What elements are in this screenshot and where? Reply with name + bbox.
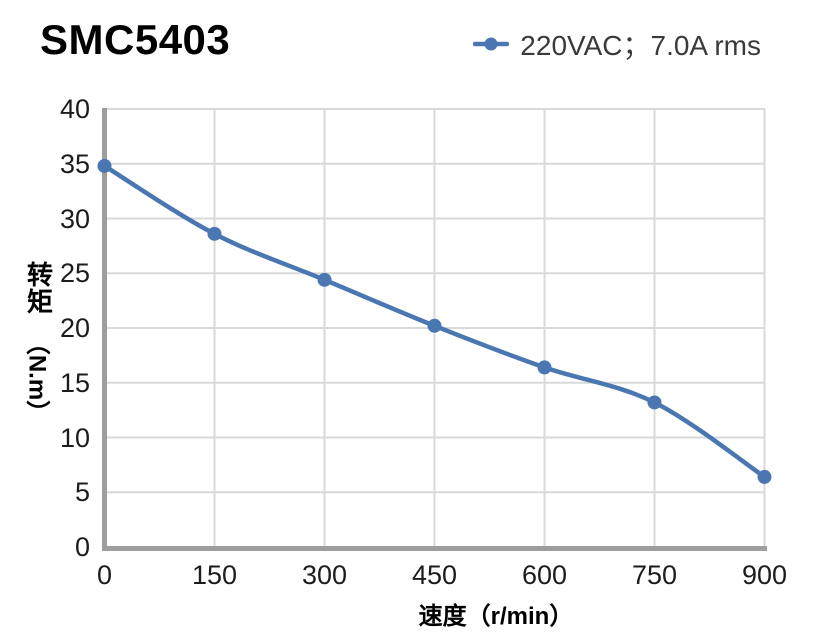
legend-label: 220VAC；7.0A rms: [520, 30, 761, 61]
data-point-marker: [207, 226, 222, 241]
x-tick-label: 0: [96, 560, 113, 590]
y-tick-label: 35: [59, 148, 90, 179]
y-tick-label: 5: [74, 477, 90, 508]
x-tick-label: 300: [301, 560, 348, 590]
data-point-marker: [427, 318, 442, 333]
y-tick-label: 25: [59, 258, 90, 289]
legend-marker-dot: [484, 37, 498, 51]
legend-line-marker-icon: [473, 37, 510, 51]
data-point-marker: [97, 158, 112, 173]
page-title: SMC5403: [40, 16, 231, 63]
data-point-marker: [757, 469, 772, 484]
y-tick-label: 40: [59, 94, 90, 124]
y-tick-label: 30: [59, 203, 90, 234]
y-axis-label-cjk: 转矩: [26, 260, 53, 317]
x-tick-label: 750: [631, 560, 678, 590]
y-tick-label: 20: [59, 313, 90, 343]
data-point-marker: [537, 360, 552, 375]
y-tick-label: 10: [59, 422, 90, 453]
x-tick-label: 150: [191, 560, 238, 590]
data-point-marker: [317, 272, 332, 287]
y-axis-label-unit: （N.m）: [23, 330, 51, 425]
x-tick-label: 450: [411, 560, 458, 590]
x-axis-label: 速度（r/min）: [418, 603, 574, 630]
x-tick-label: 900: [741, 560, 788, 590]
chart-legend: 220VAC；7.0A rms: [473, 24, 761, 64]
data-point-marker: [647, 395, 662, 410]
y-tick-label: 0: [74, 532, 90, 562]
y-tick-label: 15: [59, 367, 90, 398]
x-tick-label: 600: [521, 560, 568, 590]
